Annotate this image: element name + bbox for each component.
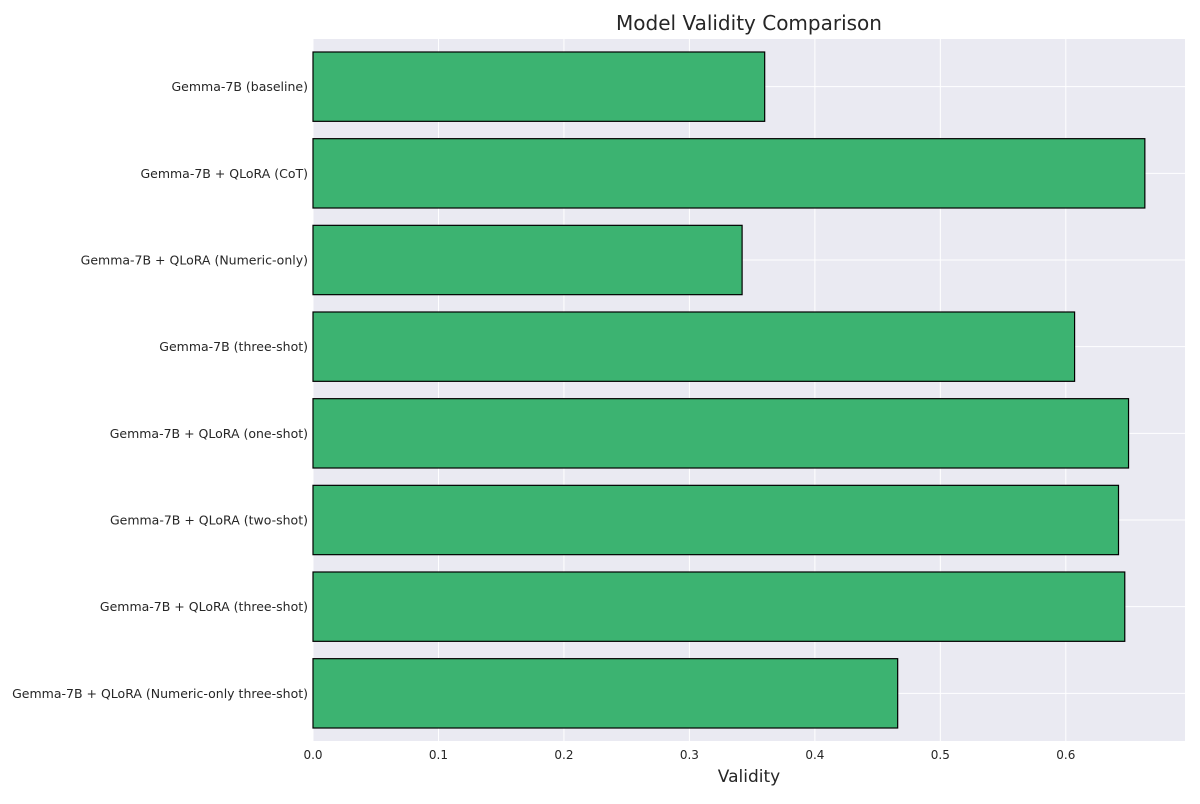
x-tick-labels: 0.0 0.1 0.2 0.3 0.4 0.5 0.6 (303, 748, 1075, 762)
bar (312, 398, 1130, 469)
bar (312, 224, 743, 296)
category-label: Gemma-7B (three-shot) (159, 339, 308, 354)
category-label: Gemma-7B + QLoRA (Numeric-only three-sho… (12, 686, 308, 701)
category-labels: Gemma-7B (baseline) Gemma-7B + QLoRA (CoT… (12, 79, 308, 701)
category-label: Gemma-7B + QLoRA (three-shot) (100, 599, 308, 614)
x-tick-label: 0.4 (805, 748, 824, 762)
x-tick-label: 0.5 (931, 748, 950, 762)
chart-title: Model Validity Comparison (616, 11, 882, 35)
bar (312, 138, 1146, 209)
category-label: Gemma-7B + QLoRA (one-shot) (110, 426, 308, 441)
x-axis-label: Validity (718, 767, 780, 787)
bar (312, 571, 1126, 642)
x-tick-label: 0.1 (429, 748, 448, 762)
bars (312, 51, 1146, 729)
x-tick-label: 0.3 (680, 748, 699, 762)
bar (312, 658, 899, 729)
x-tick-label: 0.6 (1056, 748, 1075, 762)
category-label: Gemma-7B (baseline) (171, 79, 308, 94)
category-label: Gemma-7B + QLoRA (two-shot) (110, 513, 308, 528)
category-label: Gemma-7B + QLoRA (Numeric-only) (81, 253, 308, 268)
category-label: Gemma-7B + QLoRA (CoT) (140, 166, 308, 181)
x-tick-label: 0.2 (554, 748, 573, 762)
x-tick-label: 0.0 (303, 748, 322, 762)
bar (312, 311, 1076, 382)
bar (312, 51, 766, 122)
bar (312, 484, 1120, 556)
